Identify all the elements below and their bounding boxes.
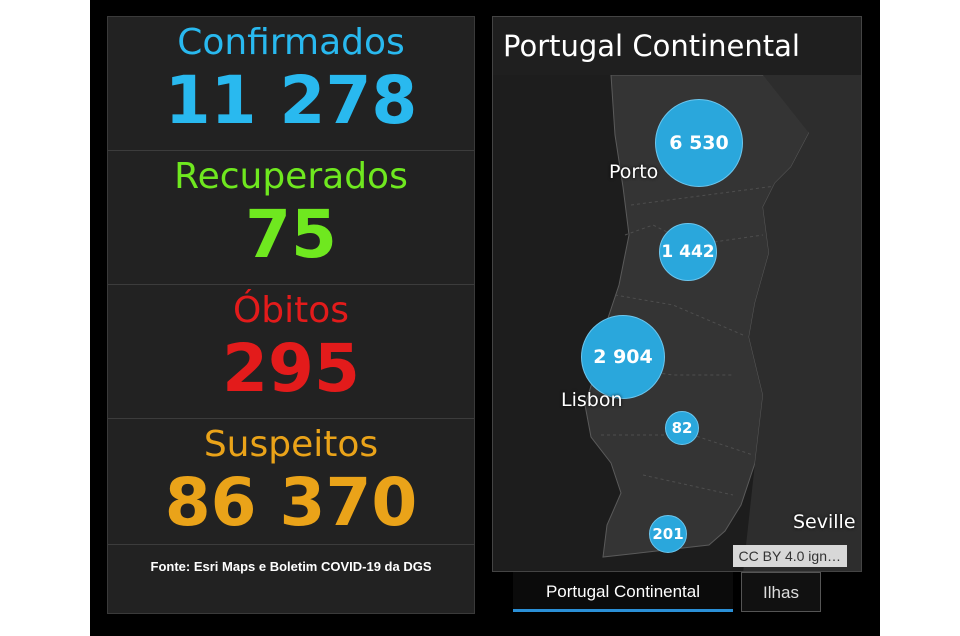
- stat-label-suspected: Suspeitos: [203, 424, 379, 465]
- stat-label-confirmed: Confirmados: [177, 22, 405, 63]
- map-bubble-centro[interactable]: 1 442: [659, 223, 717, 281]
- stat-label-deaths: Óbitos: [232, 290, 350, 331]
- map-attribution[interactable]: CC BY 4.0 ign…: [732, 545, 847, 567]
- stats-panel: Confirmados 11 278 Recuperados 75 Óbitos…: [107, 16, 475, 614]
- stat-deaths: Óbitos 295: [108, 285, 474, 419]
- city-label-lisbon: Lisbon: [561, 389, 623, 411]
- stat-value-deaths: 295: [222, 330, 360, 407]
- map-bubble-porto[interactable]: 6 530: [655, 99, 743, 187]
- city-label-porto: Porto: [609, 161, 659, 183]
- stat-recovered: Recuperados 75: [108, 151, 474, 285]
- map-bubble-alentejo[interactable]: 82: [665, 411, 699, 445]
- map-bubble-lisbon[interactable]: 2 904: [581, 315, 665, 399]
- map-tabs: Portugal Continental Ilhas: [513, 572, 823, 614]
- stat-value-suspected: 86 370: [164, 464, 418, 541]
- stat-label-recovered: Recuperados: [174, 156, 408, 197]
- map-bubble-algarve[interactable]: 201: [649, 515, 687, 553]
- map-area[interactable]: 6 530 1 442 2 904 82 201 Porto Lisbon Se…: [493, 74, 861, 571]
- tab-ilhas[interactable]: Ilhas: [741, 572, 821, 612]
- stat-suspected: Suspeitos 86 370: [108, 419, 474, 545]
- map-title: Portugal Continental: [493, 17, 861, 75]
- stat-confirmed: Confirmados 11 278: [108, 17, 474, 151]
- city-label-seville: Seville: [793, 511, 856, 533]
- tab-portugal-continental[interactable]: Portugal Continental: [513, 572, 733, 612]
- source-text: Fonte: Esri Maps e Boletim COVID-19 da D…: [150, 559, 432, 574]
- stat-value-confirmed: 11 278: [164, 62, 418, 139]
- stat-value-recovered: 75: [245, 196, 337, 273]
- map-panel[interactable]: Portugal Continental 6 530 1 442 2 904 8…: [492, 16, 862, 572]
